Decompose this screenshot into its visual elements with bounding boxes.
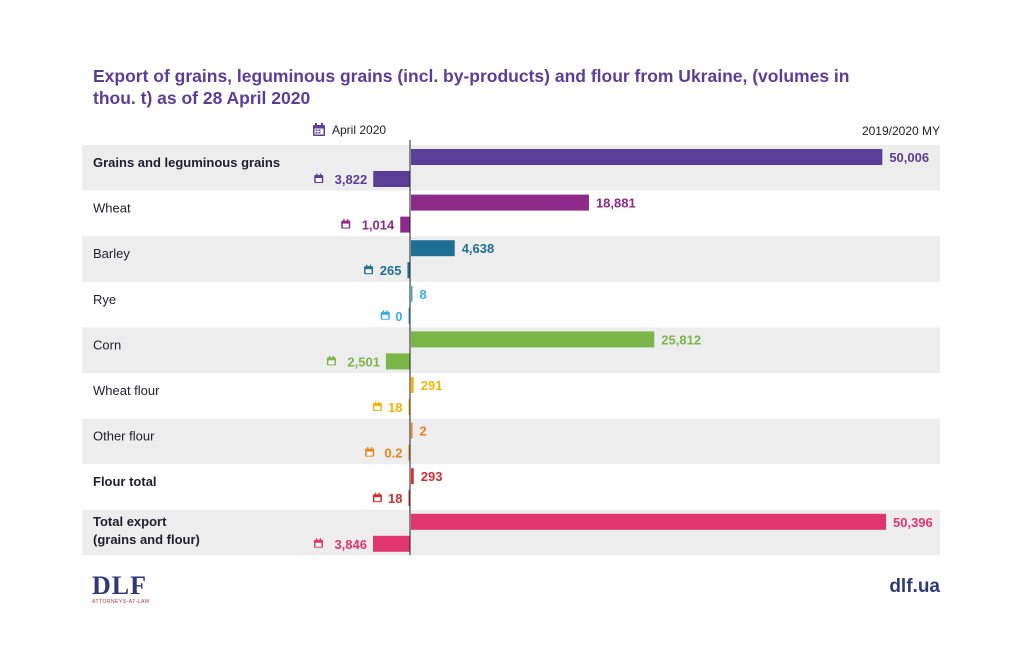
- bar-april: [408, 490, 410, 507]
- category-label: Grains and leguminous grains: [93, 155, 280, 170]
- category-label: Wheat: [93, 201, 131, 216]
- bar-april: [408, 307, 410, 324]
- data-label-april: 18: [388, 491, 402, 506]
- bar-my: [411, 377, 414, 393]
- data-label-my: 50,006: [889, 150, 929, 165]
- legend-april: April 2020: [312, 123, 386, 137]
- data-label-my: 50,396: [893, 515, 933, 530]
- calendar-icon: [380, 310, 390, 320]
- bar-my: [411, 422, 413, 439]
- calendar-icon: [372, 401, 382, 411]
- data-label-my: 18,881: [596, 196, 636, 211]
- data-label-my: 8: [420, 287, 427, 302]
- bar-april: [408, 399, 410, 415]
- data-label-april: 0.2: [384, 446, 402, 461]
- data-label-april: 1,014: [362, 218, 395, 233]
- calendar-icon: [313, 123, 325, 136]
- bar-my: [411, 513, 886, 530]
- legend-my-label: 2019/2020 MY: [861, 124, 940, 138]
- category-label: (grains and flour): [93, 532, 200, 547]
- data-label-my: 2: [420, 424, 427, 439]
- bar-april: [373, 171, 410, 187]
- calendar-icon: [326, 355, 336, 366]
- bar-april: [385, 353, 410, 370]
- legend-april-label: April 2020: [332, 123, 387, 137]
- calendar-icon: [314, 538, 323, 548]
- bar-my: [411, 149, 883, 165]
- calendar-icon: [341, 219, 351, 229]
- data-label-april: 0: [395, 309, 402, 324]
- data-label-april: 2,501: [347, 354, 380, 369]
- category-label: Rye: [93, 292, 116, 307]
- chart-title: Export of grains, leguminous grains (inc…: [93, 66, 850, 108]
- category-label: Flour total: [93, 474, 157, 489]
- site-url: dlf.ua: [889, 576, 940, 597]
- bar-my: [411, 331, 655, 348]
- category-label: Total export: [93, 514, 167, 529]
- data-label-april: 265: [380, 263, 402, 278]
- bar-april: [373, 535, 410, 552]
- data-label-my: 25,812: [661, 332, 701, 347]
- calendar-icon: [365, 447, 375, 457]
- dlf-logo: DLF ATTORNEYS-AT-LAW: [92, 571, 152, 606]
- category-label: Other flour: [93, 429, 155, 444]
- category-label: Barley: [93, 246, 130, 261]
- data-label-april: 3,822: [335, 172, 368, 187]
- row-background: [82, 236, 940, 282]
- logo-text: DLF: [92, 571, 147, 600]
- data-label-my: 4,638: [462, 241, 495, 256]
- category-label: Wheat flour: [93, 383, 160, 398]
- bar-april: [408, 444, 410, 461]
- bar-chart: Grains and leguminous grains 50,0063,822 …: [82, 140, 940, 556]
- data-label-april: 3,846: [334, 537, 367, 552]
- bar-my: [411, 285, 413, 302]
- row-background: [82, 418, 940, 465]
- category-label: Corn: [93, 337, 121, 352]
- calendar-icon: [314, 173, 324, 183]
- logo-subtitle: ATTORNEYS-AT-LAW: [92, 599, 150, 605]
- bar-april: [400, 216, 410, 233]
- bar-april: [407, 262, 410, 279]
- calendar-icon: [372, 492, 382, 503]
- bar-my: [411, 468, 414, 485]
- data-label-april: 18: [388, 400, 402, 415]
- data-label-my: 293: [421, 469, 443, 484]
- bar-my: [411, 194, 589, 211]
- calendar-icon: [364, 264, 374, 275]
- data-label-my: 291: [421, 378, 443, 393]
- bar-my: [411, 240, 455, 257]
